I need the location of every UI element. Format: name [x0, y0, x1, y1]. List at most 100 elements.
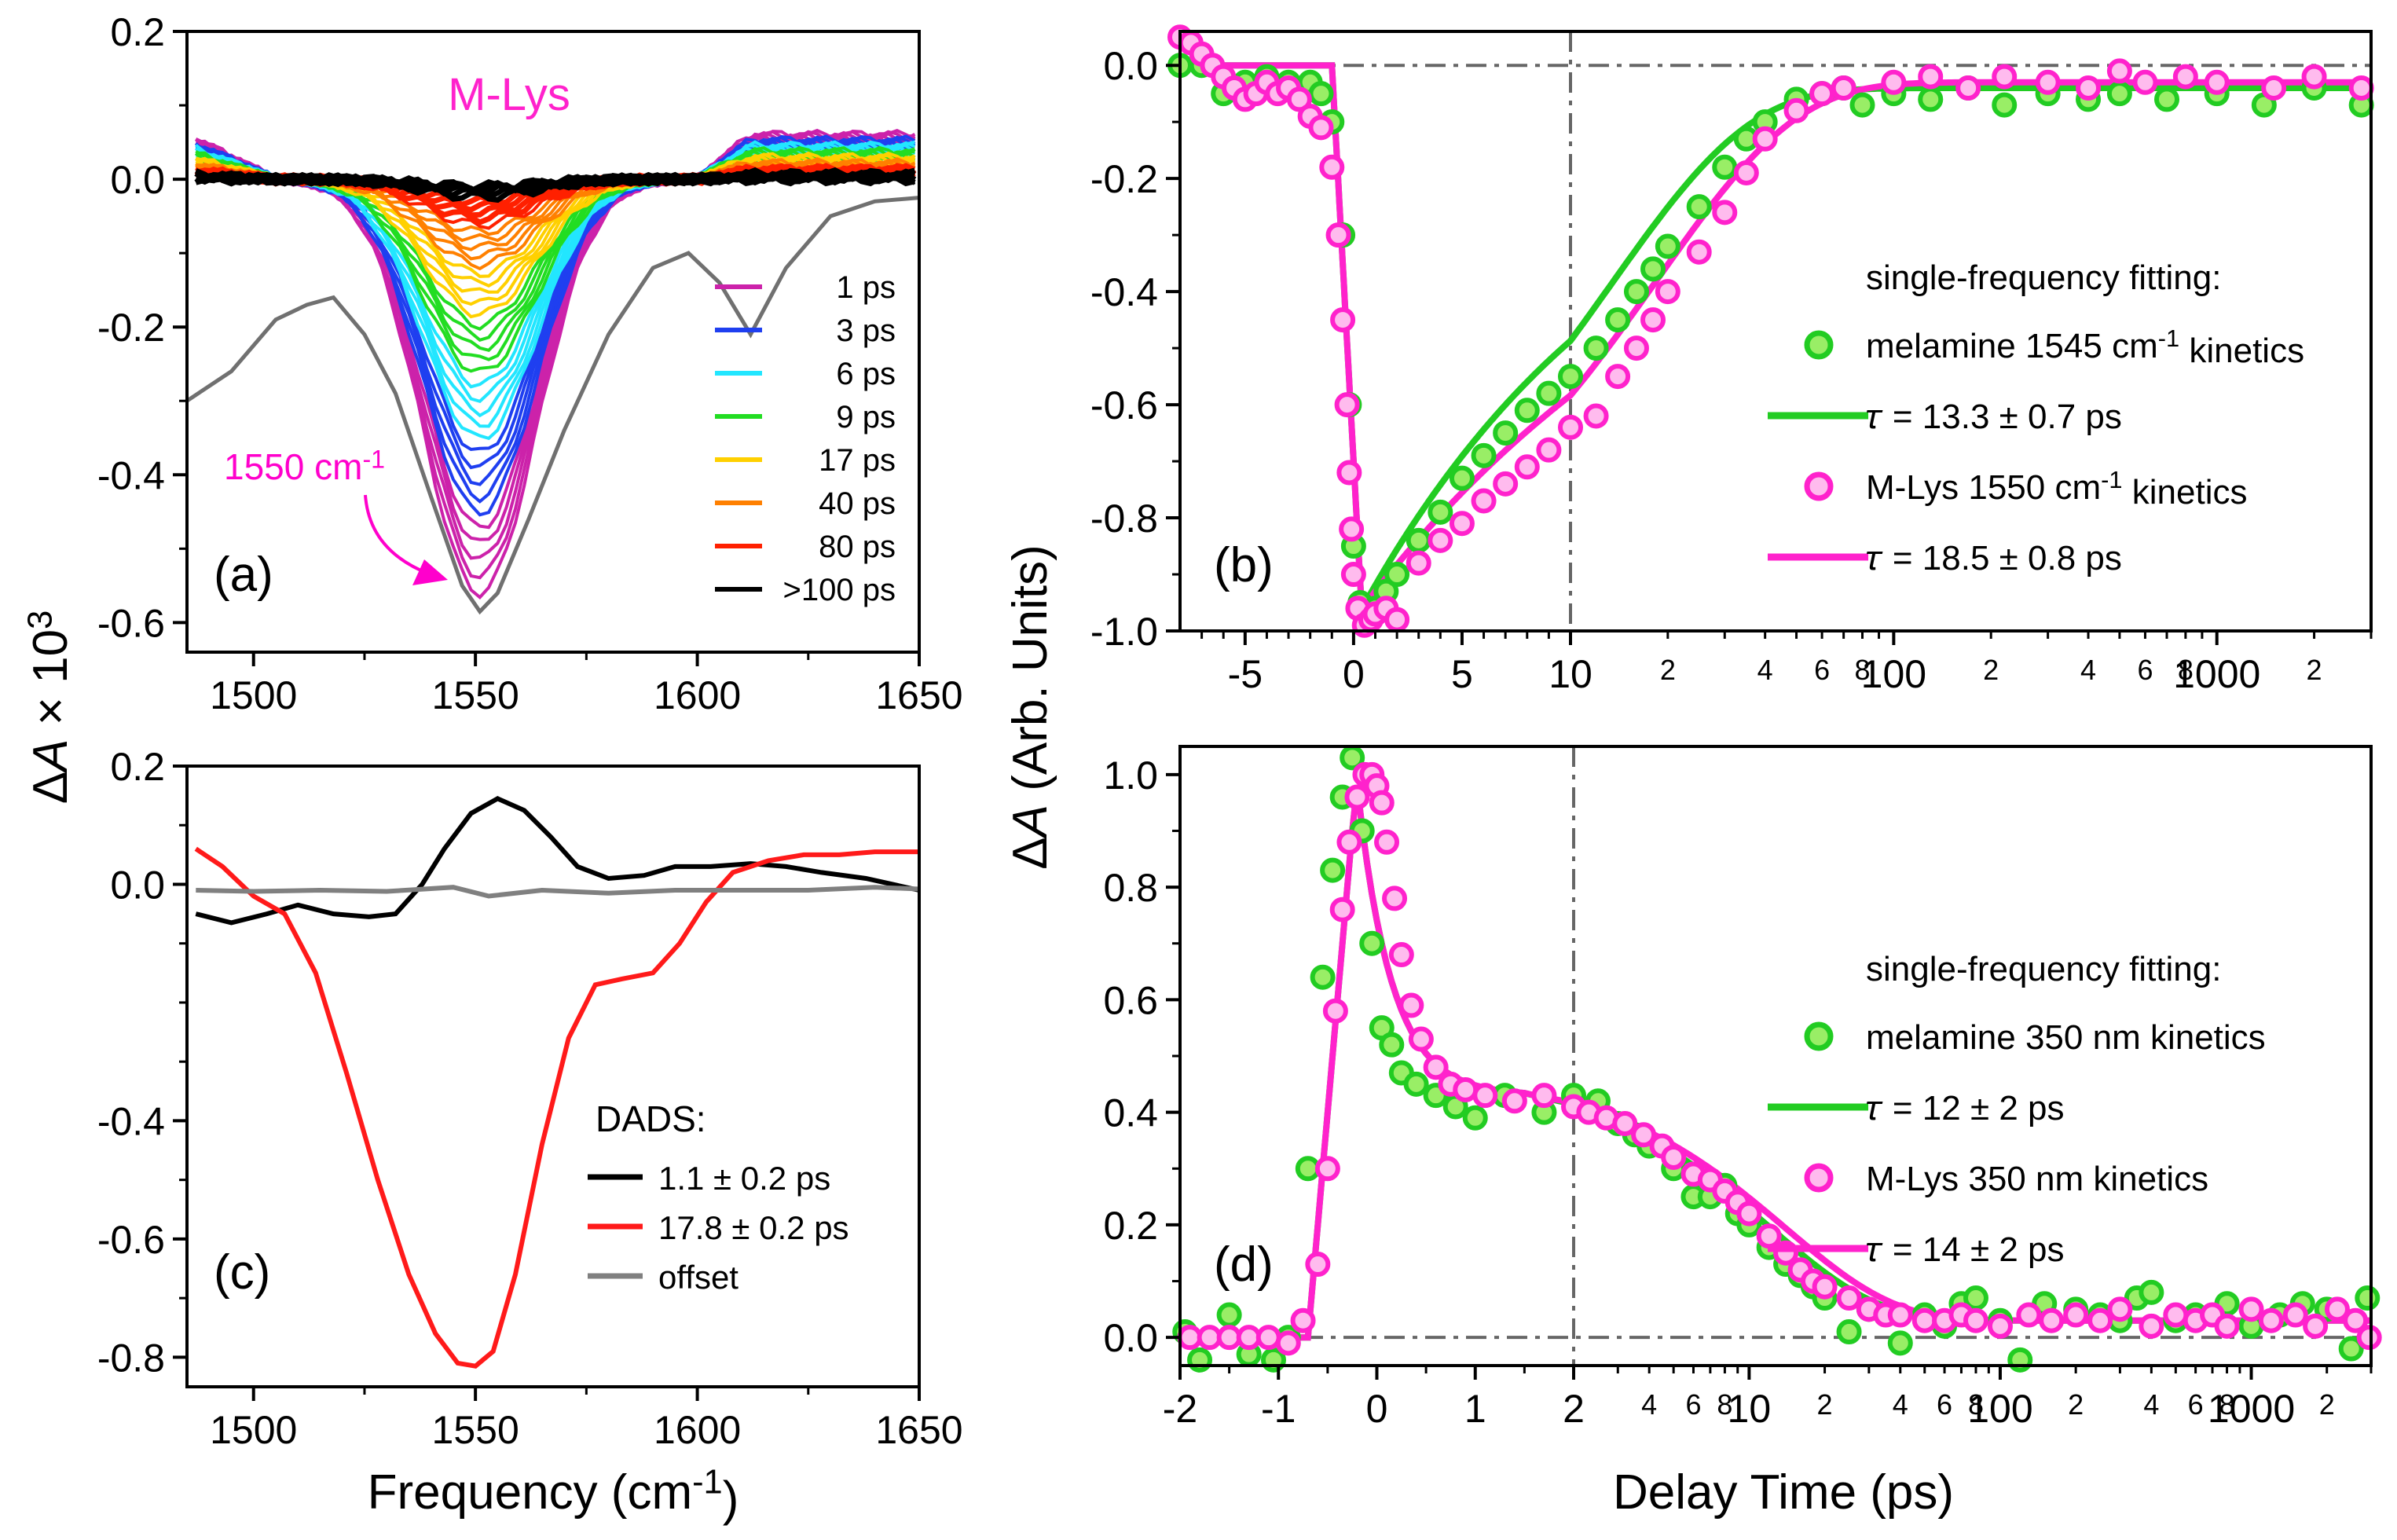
data-point	[1449, 511, 1475, 537]
y-tick-label: 0.2	[110, 745, 165, 789]
data-point	[1887, 1302, 1913, 1328]
y-tick-label: 0.6	[1103, 978, 1158, 1022]
x-minor-tick-label: 2	[2068, 1388, 2084, 1421]
x-minor-tick-label: 6	[1814, 654, 1830, 686]
data-point	[2303, 1313, 2329, 1339]
legend-label: 𝜏 = 14 ± 2 ps	[1866, 1230, 2065, 1269]
y-tick-label: -0.6	[97, 1218, 165, 1262]
data-point	[1319, 154, 1345, 180]
data-point	[1286, 86, 1312, 112]
dads-line	[195, 796, 920, 926]
x-minor-tick-label: 2	[2307, 654, 2322, 686]
y-tick-label: 0.0	[110, 158, 165, 202]
data-point	[1398, 992, 1424, 1018]
data-point	[1583, 336, 1609, 361]
data-point	[1712, 200, 1738, 226]
data-point	[2063, 1302, 2089, 1328]
data-point	[1918, 64, 1944, 90]
legend-label: 𝜏 = 12 ± 2 ps	[1866, 1089, 2065, 1128]
x-tick-label: 5	[1451, 652, 1473, 696]
transient-spectra	[194, 128, 917, 600]
data-point	[1216, 1302, 1242, 1328]
x-tick-label: 1600	[654, 673, 741, 717]
data-point	[1406, 550, 1431, 576]
data-point	[1783, 97, 1809, 123]
data-point	[1471, 488, 1497, 514]
data-point	[2356, 1325, 2382, 1351]
legend-marker	[1804, 330, 1834, 360]
y-axis-label-right: ΔA (Arb. Units)	[1003, 544, 1057, 870]
data-point	[2343, 1307, 2369, 1333]
data-point	[1733, 160, 1759, 185]
data-point	[2132, 69, 2158, 95]
data-point	[2214, 1313, 2240, 1339]
series-markers	[1167, 24, 2374, 638]
x-tick-label: 0	[1366, 1387, 1388, 1431]
x-tick-label: 1000	[2173, 652, 2260, 696]
data-point	[1308, 115, 1334, 141]
legend-label: 3 ps	[836, 314, 896, 348]
data-point	[1712, 154, 1738, 180]
legend-label: 𝜏 = 18.5 ± 0.8 ps	[1866, 539, 2122, 578]
data-point	[1887, 1330, 1913, 1356]
data-point	[1752, 126, 1778, 152]
data-point	[1428, 499, 1453, 525]
x-tick-label: 1650	[875, 673, 962, 717]
y-tick-label: -0.6	[97, 601, 165, 645]
data-point	[1453, 1076, 1479, 1102]
y-tick-label: -0.2	[97, 306, 165, 350]
data-point	[2261, 75, 2287, 101]
legend-title: DADS:	[596, 1098, 706, 1139]
panel-label: (c)	[214, 1245, 270, 1300]
data-point	[2238, 1296, 2264, 1322]
x-tick-label: 1550	[432, 673, 519, 717]
data-point	[2324, 1296, 2350, 1322]
legend-label: 𝜏 = 13.3 ± 0.7 ps	[1866, 398, 2122, 436]
x-minor-tick-label: 4	[2143, 1388, 2159, 1421]
x-tick-label: 1600	[654, 1408, 741, 1452]
data-point	[1655, 233, 1680, 259]
x-minor-tick-label: 8	[1854, 654, 1870, 686]
data-point	[2172, 64, 2198, 90]
dads-line	[194, 846, 919, 1369]
data-point	[1623, 336, 1649, 361]
data-point	[1330, 307, 1356, 333]
data-point	[1836, 1285, 1862, 1311]
y-tick-label: 0.2	[110, 10, 165, 54]
x-tick-label: 10	[1549, 652, 1593, 696]
data-point	[1322, 998, 1348, 1024]
y-tick-label: 0.0	[110, 863, 165, 907]
x-tick-label: 1000	[2208, 1387, 2295, 1431]
data-point	[1963, 1307, 1988, 1333]
data-point	[2016, 1302, 2042, 1328]
legend-title: single-frequency fitting:	[1866, 950, 2221, 988]
data-point	[1305, 1252, 1331, 1278]
y-tick-label: 0.4	[1103, 1091, 1158, 1135]
data-point	[2348, 75, 2374, 101]
data-point	[1339, 516, 1365, 542]
plot-frame	[185, 30, 921, 654]
x-minor-tick-label: 2	[1817, 1388, 1833, 1421]
x-minor-tick-label: 8	[2219, 1388, 2235, 1421]
data-point	[2282, 1302, 2308, 1328]
data-point	[1340, 562, 1366, 588]
data-point	[1379, 1032, 1405, 1058]
x-minor-tick-label: 6	[1685, 1388, 1701, 1421]
legend-label: melamine 1545 cm-1 kinetics	[1866, 324, 2304, 370]
data-point	[1384, 562, 1410, 588]
panel-title: M-Lys	[448, 69, 570, 120]
x-minor-tick-label: 4	[1641, 1388, 1657, 1421]
annotation-arrowhead	[412, 559, 448, 585]
y-tick-label: -0.8	[97, 1336, 165, 1380]
legend-label: M-Lys 1550 cm-1 kinetics	[1866, 466, 2247, 512]
data-point	[1308, 81, 1334, 107]
data-point	[1359, 930, 1385, 956]
x-tick-label: 2	[1563, 1387, 1585, 1431]
steady-state-spectrum	[185, 196, 920, 615]
y-tick-label: 0.8	[1103, 866, 1158, 910]
legend-marker	[1804, 1021, 1834, 1051]
data-point	[1536, 437, 1562, 463]
data-point	[1462, 1105, 1488, 1131]
